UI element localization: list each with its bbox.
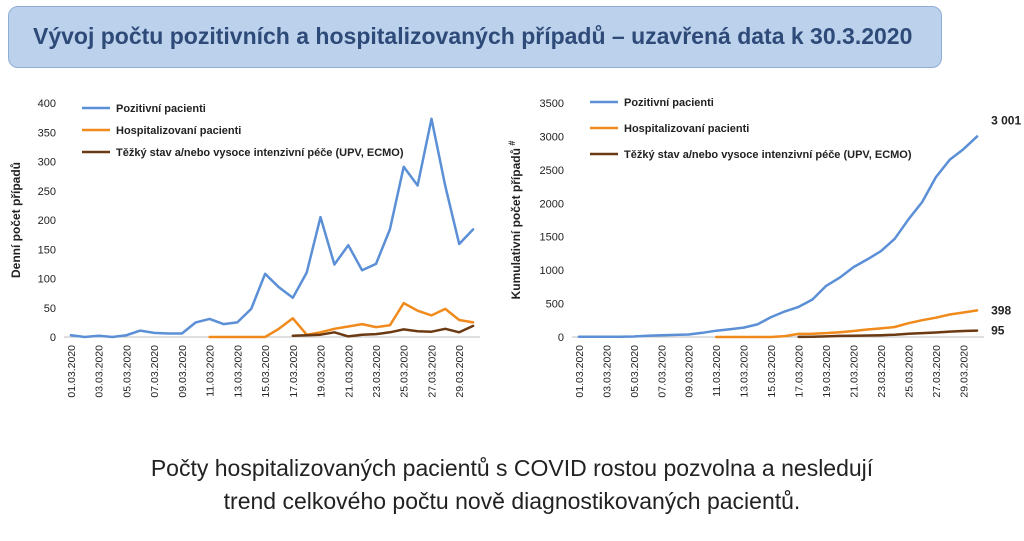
chart1-x-tick-label: 19.03.2020 — [821, 345, 833, 398]
chart1-series-severe — [797, 329, 979, 339]
chart1-x-tick-label: 27.03.2020 — [931, 345, 943, 398]
chart1-end-label-hospitalized: 398 — [991, 303, 1011, 317]
chart1-legend-label-positive: Pozitivní pacienti — [624, 97, 714, 109]
chart0-x-tick-label: 23.03.2020 — [371, 345, 383, 398]
chart0-y-tick-label: 100 — [38, 274, 56, 286]
chart0-y-tick-label: 200 — [38, 215, 56, 227]
chart0-y-tick-label: 350 — [38, 127, 56, 139]
chart1-x-tick-label: 25.03.2020 — [903, 345, 915, 398]
chart1-x-tick-label: 21.03.2020 — [849, 345, 861, 398]
chart1-y-axis-title-superscript: # — [507, 141, 517, 149]
chart1-y-axis-title: Kumulativní počet případů # — [507, 141, 523, 300]
chart0-x-tick-label: 25.03.2020 — [399, 345, 411, 398]
chart1-x-tick-label: 01.03.2020 — [574, 345, 586, 398]
chart0-y-tick-label: 0 — [50, 332, 56, 344]
chart0-x-tick-label: 07.03.2020 — [149, 345, 161, 398]
chart0-x-tick-label: 17.03.2020 — [288, 345, 300, 398]
page-title: Vývoj počtu pozitivních a hospitalizovan… — [33, 23, 913, 49]
chart0-x-tick-label: 05.03.2020 — [121, 345, 133, 398]
chart0-x-tick-label: 15.03.2020 — [260, 345, 272, 398]
chart0-x-tick-label: 13.03.2020 — [232, 345, 244, 398]
chart0-y-tick-label: 50 — [44, 303, 56, 315]
chart1-y-tick-label: 2500 — [540, 165, 564, 177]
chart0-series-hospitalized — [208, 301, 475, 339]
cumulative-cases-chart-svg: 0 500 1000 1500 2000 2500 3000 3500 01.03.2020 03… — [507, 97, 1021, 398]
chart1-x-tick-label: 17.03.2020 — [794, 345, 806, 398]
chart1-x-tick-label: 13.03.2020 — [739, 345, 751, 398]
chart1-x-tick-label: 23.03.2020 — [876, 345, 888, 398]
chart1-y-tick-label: 3500 — [540, 98, 564, 110]
chart1-y-tick-label: 2000 — [540, 198, 564, 210]
caption: Počty hospitalizovaných pacientů s COVID… — [0, 452, 1024, 518]
chart0-x-tick-label: 09.03.2020 — [177, 345, 189, 398]
chart0-y-axis-title: Denní počet případů — [9, 162, 23, 278]
chart0-x-tick-label: 03.03.2020 — [94, 345, 106, 398]
title-banner: Vývoj počtu pozitivních a hospitalizovan… — [8, 6, 942, 68]
chart0-x-tick-label: 27.03.2020 — [426, 345, 438, 398]
chart0-series-positive — [69, 117, 475, 339]
chart1-x-tick-label: 15.03.2020 — [766, 345, 778, 398]
chart0-x-tick-label: 21.03.2020 — [343, 345, 355, 398]
caption-line-2: trend celkového počtu nově diagnostikova… — [223, 488, 801, 514]
chart0-y-tick-label: 250 — [38, 186, 56, 198]
caption-line-1: Počty hospitalizovaných pacientů s COVID… — [150, 455, 874, 481]
chart1-series-hospitalized — [714, 309, 979, 339]
chart0-x-tick-label: 29.03.2020 — [454, 345, 466, 398]
daily-cases-chart: 0 50 100 150 200 250 300 350 400 01.03.2020 03.03.… — [0, 90, 500, 425]
chart1-end-label-severe: 95 — [991, 324, 1005, 338]
chart1-y-tick-label: 3000 — [540, 131, 564, 143]
chart1-x-tick-label: 09.03.2020 — [684, 345, 696, 398]
chart1-y-tick-label: 1000 — [540, 265, 564, 277]
chart0-y-tick-label: 300 — [38, 157, 56, 169]
chart1-series-positive — [577, 135, 979, 339]
chart0-x-tick-label: 19.03.2020 — [316, 345, 328, 398]
chart0-y-tick-label: 150 — [38, 244, 56, 256]
chart0-legend-label-severe: Těžký stav a/nebo vysoce intenzivní péče… — [116, 147, 404, 159]
chart1-x-tick-label: 11.03.2020 — [711, 345, 723, 397]
chart1-y-tick-label: 500 — [546, 299, 564, 311]
chart0-x-tick-label: 01.03.2020 — [66, 345, 78, 398]
chart1-y-tick-label: 1500 — [540, 232, 564, 244]
chart1-x-tick-label: 03.03.2020 — [601, 345, 613, 398]
chart1-x-tick-label: 07.03.2020 — [656, 345, 668, 398]
chart0-series-severe — [291, 324, 475, 338]
chart1-legend-label-hospitalized: Hospitalizovaní pacienti — [624, 123, 749, 135]
chart1-legend-label-severe: Těžký stav a/nebo vysoce intenzivní péče… — [624, 149, 912, 161]
chart1-end-label-positive: 3 001 — [991, 113, 1021, 127]
cumulative-cases-chart: 0 500 1000 1500 2000 2500 3000 3500 01.03.2020 03… — [506, 90, 1024, 425]
chart0-legend-label-positive: Pozitivní pacienti — [116, 103, 206, 115]
chart1-y-tick-label: 0 — [558, 332, 564, 344]
chart0-x-tick-label: 11.03.2020 — [205, 345, 217, 397]
chart1-x-tick-label: 29.03.2020 — [958, 345, 970, 398]
chart0-y-tick-label: 400 — [38, 98, 56, 110]
chart0-legend-label-hospitalized: Hospitalizovaní pacienti — [116, 125, 241, 137]
chart1-x-tick-label: 05.03.2020 — [629, 345, 641, 398]
daily-cases-chart-svg: 0 50 100 150 200 250 300 350 400 01.03.2020 03.03.… — [9, 98, 480, 398]
